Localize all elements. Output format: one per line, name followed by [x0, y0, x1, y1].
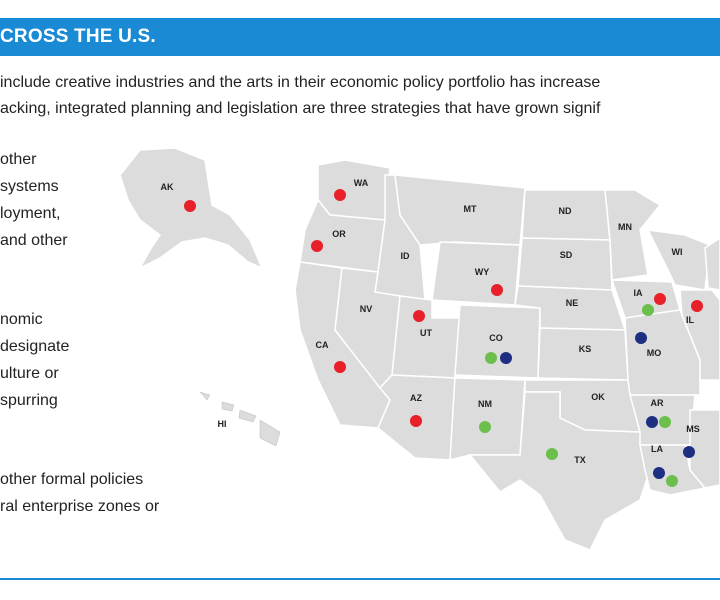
state-label-sd: SD	[560, 250, 573, 260]
state-label-ar: AR	[651, 398, 664, 408]
marker-il-red	[691, 300, 703, 312]
marker-tx-green	[546, 448, 558, 460]
state-label-az: AZ	[410, 393, 422, 403]
state-label-ak: AK	[161, 182, 174, 192]
left-text-block-2: nomic designate ulture or spurring	[0, 306, 205, 414]
left-text-line: loyment,	[0, 205, 61, 222]
state-label-nd: ND	[559, 206, 572, 216]
left-text-line: other	[0, 151, 37, 168]
marker-ut-red	[413, 310, 425, 322]
state-shape-ks	[537, 327, 629, 381]
marker-ar-navy	[646, 416, 658, 428]
state-label-ia: IA	[634, 288, 644, 298]
marker-wy-red	[491, 284, 503, 296]
state-label-mn: MN	[618, 222, 632, 232]
marker-la-green	[666, 475, 678, 487]
marker-az-red	[410, 415, 422, 427]
state-label-tx: TX	[574, 455, 586, 465]
state-shape-hi	[199, 391, 281, 447]
state-shape-mn	[604, 189, 662, 281]
state-label-ks: KS	[579, 344, 592, 354]
state-label-ok: OK	[591, 392, 605, 402]
state-label-mt: MT	[464, 204, 477, 214]
left-text-line: spurring	[0, 392, 58, 409]
marker-mo-navy	[635, 332, 647, 344]
marker-ms-navy	[683, 446, 695, 458]
header-bar	[0, 18, 720, 56]
left-text-line: systems	[0, 178, 59, 195]
marker-nm-green	[479, 421, 491, 433]
marker-wa-red	[334, 189, 346, 201]
left-text-line: ral enterprise zones or	[0, 498, 160, 515]
state-label-ca: CA	[316, 340, 329, 350]
state-label-wa: WA	[354, 178, 369, 188]
state-label-hi: HI	[218, 419, 227, 429]
marker-co-navy	[500, 352, 512, 364]
state-shape-mt	[394, 174, 526, 246]
footer-rule	[0, 578, 720, 580]
header-title: CROSS THE U.S.	[0, 26, 156, 47]
state-label-ne: NE	[566, 298, 579, 308]
state-shape-il	[679, 289, 720, 381]
state-label-nm: NM	[478, 399, 492, 409]
state-label-il: IL	[686, 315, 695, 325]
state-label-ms: MS	[686, 424, 700, 434]
marker-co-green	[485, 352, 497, 364]
state-shape-east	[704, 237, 720, 291]
left-text-line: ulture or	[0, 365, 59, 382]
state-shape-sd	[517, 237, 613, 291]
state-shape-tx	[468, 391, 651, 551]
state-label-mo: MO	[647, 348, 662, 358]
marker-ar-green	[659, 416, 671, 428]
state-shape-nm	[449, 377, 526, 461]
left-text-line: and other	[0, 232, 68, 249]
left-text-line: designate	[0, 338, 70, 355]
marker-la-navy	[653, 467, 665, 479]
intro-line-2: acking, integrated planning and legislat…	[0, 100, 601, 117]
state-shape-mo	[624, 309, 701, 396]
state-label-co: CO	[489, 333, 503, 343]
marker-ia-green	[642, 304, 654, 316]
intro-line-1: include creative industries and the arts…	[0, 74, 601, 91]
state-label-wy: WY	[475, 267, 490, 277]
left-text-line: other formal policies	[0, 471, 144, 488]
state-label-la: LA	[651, 444, 663, 454]
state-label-nv: NV	[360, 304, 373, 314]
marker-ca-red	[334, 361, 346, 373]
left-text-block-1: other systems loyment, and other	[0, 146, 205, 254]
state-label-id: ID	[401, 251, 411, 261]
state-label-ut: UT	[420, 328, 432, 338]
state-label-wi: WI	[672, 247, 683, 257]
state-label-or: OR	[332, 229, 346, 239]
intro-paragraph: include creative industries and the arts…	[0, 70, 720, 122]
state-shape-wa	[317, 159, 391, 221]
left-text-line: nomic	[0, 311, 43, 328]
state-shape-ms	[689, 409, 720, 489]
marker-or-red	[311, 240, 323, 252]
marker-ak-red	[184, 200, 196, 212]
marker-ia-red	[654, 293, 666, 305]
left-text-block-3: other formal policies ral enterprise zon…	[0, 466, 205, 520]
